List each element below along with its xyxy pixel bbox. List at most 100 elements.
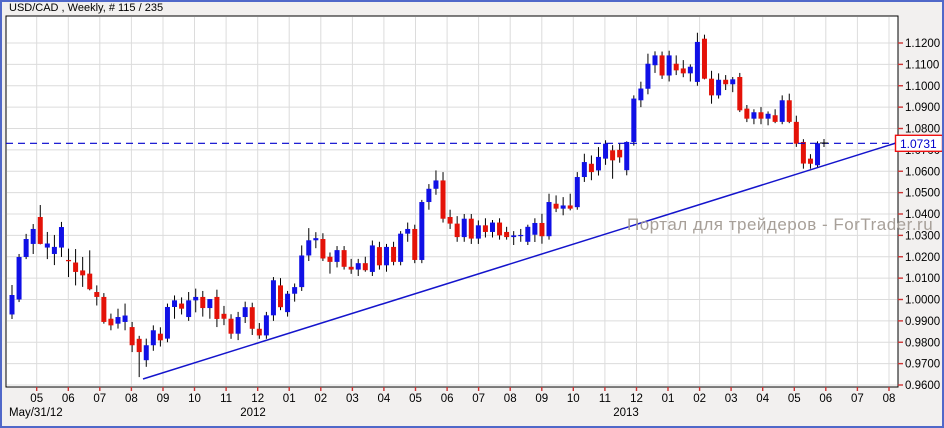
bull-candle-body (461, 218, 467, 238)
grid-lines (7, 17, 897, 386)
bull-candle-body (292, 287, 298, 294)
x-axis-year-label: 2012 (240, 407, 266, 419)
bull-candle-body (186, 300, 192, 318)
bear-candle-body (737, 76, 743, 111)
bear-candle-body (588, 163, 594, 173)
bear-candle-body (376, 247, 382, 266)
bull-candle-body (115, 317, 121, 324)
bear-candle-body (341, 250, 347, 267)
x-axis-month-label: 07 (472, 393, 485, 405)
bear-candle-body (391, 246, 397, 262)
bear-candle-body (228, 318, 234, 334)
bull-candle-body (51, 246, 57, 254)
price-tick-label: 0.9900 (905, 316, 940, 328)
bear-candle-body (440, 180, 446, 219)
x-axis-month-label: 01 (662, 393, 675, 405)
bull-candle-body (687, 66, 693, 74)
bear-candle-body (87, 273, 93, 290)
x-axis-month-label: 02 (314, 393, 327, 405)
x-axis-year-label: 2013 (613, 407, 639, 419)
bear-candle-body (680, 68, 686, 74)
bear-candle-body (278, 285, 284, 308)
bear-candle-body (807, 158, 813, 164)
price-tick-label: 1.0600 (905, 166, 940, 178)
bull-candle-body (263, 315, 269, 336)
price-tick-label: 1.0300 (905, 230, 940, 242)
bear-candle-body (567, 205, 573, 209)
x-axis-month-label: 10 (567, 393, 580, 405)
bear-candle-body (179, 303, 185, 309)
bear-candle-body (744, 108, 750, 119)
plus-marker (820, 139, 828, 147)
bull-candle-body (16, 256, 22, 300)
price-tick-label: 1.0500 (905, 188, 940, 200)
current-price-marker: 1.0731 (894, 134, 942, 153)
bear-candle-body (786, 100, 792, 122)
x-axis-month-label: 02 (693, 393, 706, 405)
bear-candle-body (73, 262, 79, 272)
bull-candle-body (751, 112, 757, 119)
x-axis-month-label: 03 (725, 393, 738, 405)
bull-candle-body (405, 228, 411, 234)
bull-candle-body (730, 79, 736, 85)
x-axis-month-label: 11 (220, 393, 232, 405)
bear-candle-body (108, 318, 114, 326)
x-axis-month-label: 12 (630, 393, 643, 405)
bull-candle-body (765, 113, 771, 119)
x-axis-month-label: 06 (441, 393, 454, 405)
price-tick-label: 1.1100 (905, 59, 939, 71)
bear-candle-body (659, 55, 665, 76)
price-tick-label: 1.0000 (905, 295, 940, 307)
x-axis-year-label: May/31/12 (9, 407, 63, 419)
bull-candle-body (525, 226, 531, 242)
bear-candle-body (553, 203, 559, 209)
bull-candle-body (122, 315, 128, 322)
bull-candle-body (560, 205, 566, 209)
price-tick-label: 1.0900 (905, 102, 940, 114)
trendline (142, 142, 897, 380)
x-axis-month-label: 09 (157, 393, 170, 405)
price-axis: 1.12001.11001.10001.09001.08001.07001.06… (898, 38, 940, 392)
bull-candle-body (313, 238, 319, 241)
bull-candle-body (546, 202, 552, 237)
x-axis-month-label: 04 (756, 393, 769, 405)
bull-candle-body (242, 307, 248, 318)
bull-candle-body (574, 177, 580, 208)
bull-candle-body (645, 63, 651, 89)
bull-candle-body (666, 55, 672, 76)
bull-candle-body (143, 345, 149, 361)
bear-candle-body (129, 327, 135, 346)
bear-candle-body (362, 263, 368, 271)
bull-candle-body (30, 228, 36, 244)
bear-candle-body (504, 231, 510, 238)
x-axis-month-label: 03 (346, 393, 359, 405)
price-tick-label: 1.0100 (905, 273, 940, 285)
bull-candle-body (334, 250, 340, 262)
bear-candle-body (320, 239, 326, 259)
bull-candle-body (652, 55, 658, 66)
price-tick-label: 1.0200 (905, 252, 940, 264)
plot-area[interactable] (5, 15, 899, 388)
bull-candle-body (624, 141, 630, 171)
bull-candle-body (355, 263, 361, 270)
current-price-label: 1.0731 (900, 137, 937, 151)
bear-candle-body (772, 115, 778, 122)
price-tick-label: 1.1000 (905, 81, 940, 93)
bear-candle-body (200, 296, 206, 309)
candles (9, 32, 821, 378)
bull-candle-body (716, 79, 722, 96)
bull-candle-body (270, 280, 276, 316)
bull-candle-body (207, 299, 213, 309)
bear-candle-body (80, 270, 86, 276)
bear-candle-body (610, 150, 616, 161)
bear-candle-body (157, 333, 163, 341)
bull-candle-body (164, 306, 170, 339)
bear-candle-body (327, 256, 333, 262)
bull-candle-body (44, 243, 50, 248)
bull-candle-body (518, 234, 524, 237)
bull-candle-body (475, 225, 481, 239)
bear-candle-body (214, 296, 220, 319)
x-axis-month-label: 08 (504, 393, 517, 405)
bear-candle-body (101, 296, 107, 322)
